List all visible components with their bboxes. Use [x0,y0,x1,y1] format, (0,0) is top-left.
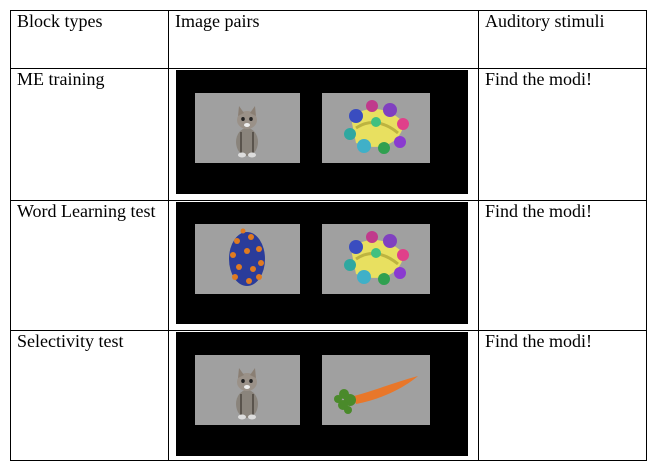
auditory-stimulus: Find the modi! [478,68,647,201]
header-cell: Image pairs [168,10,479,69]
auditory-stimulus: Find the modi! [478,330,647,461]
image-cell [168,68,479,201]
row: Word Learning test Find the modi! [10,200,647,331]
image-cell [168,200,479,331]
row: ME training Find the modi! [10,68,647,201]
image-pair [176,70,468,194]
block-type: Selectivity test [10,330,169,461]
block-type: Word Learning test [10,200,169,331]
image-pair [176,332,468,456]
header-cell: Auditory stimuli [478,10,647,69]
auditory-stimulus: Find the modi! [478,200,647,331]
header-row: Block types Image pairs Auditory stimuli [10,10,647,69]
table: Block types Image pairs Auditory stimuli… [10,10,647,461]
header-cell: Block types [10,10,169,69]
block-type: ME training [10,68,169,201]
image-cell [168,330,479,461]
row: Selectivity test Find the modi! [10,330,647,461]
image-pair [176,202,468,324]
